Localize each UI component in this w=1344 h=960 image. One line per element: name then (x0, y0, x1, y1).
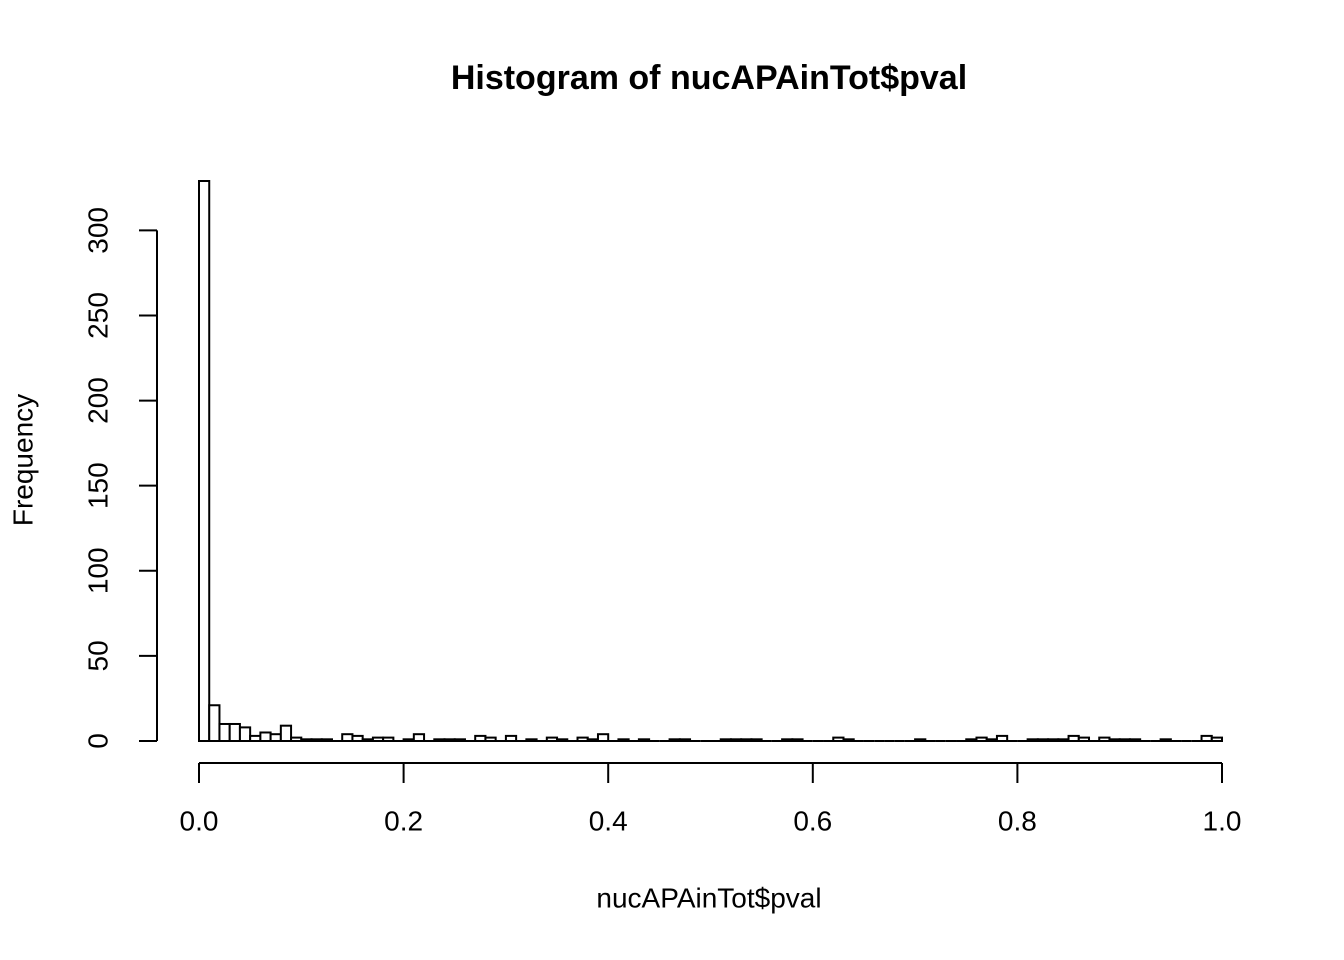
y-tick-label: 100 (82, 547, 113, 594)
bar (228, 722, 241, 742)
bar (504, 734, 518, 742)
bar (269, 733, 282, 742)
bar (586, 738, 599, 742)
y-tick-label: 0 (82, 733, 113, 749)
chart-title: Histogram of nucAPAinTot$pval (451, 59, 967, 97)
bar (975, 736, 988, 743)
bar (719, 738, 732, 742)
bar (1098, 736, 1111, 743)
bar (1026, 738, 1039, 742)
bar (729, 738, 743, 742)
bar (668, 738, 681, 742)
bar (545, 736, 559, 743)
bar (218, 722, 231, 742)
y-tick-label: 50 (82, 640, 113, 671)
bar (371, 736, 385, 743)
bar (249, 734, 262, 742)
x-tick-label: 0.4 (589, 805, 628, 836)
x-tick-label: 0.6 (793, 805, 832, 836)
y-tick-label: 250 (82, 292, 113, 339)
bar (791, 738, 804, 742)
bar (1128, 738, 1142, 742)
bar (1118, 738, 1131, 742)
bar (556, 738, 569, 742)
bar (412, 733, 426, 742)
bar (198, 180, 211, 742)
bar (965, 738, 978, 742)
bar (781, 738, 794, 742)
bar (208, 704, 221, 742)
bar (453, 738, 466, 742)
bar (433, 738, 446, 742)
bar (320, 738, 333, 742)
y-tick-label: 150 (82, 462, 113, 509)
bar (740, 738, 753, 742)
bar (1057, 738, 1070, 742)
bar (617, 738, 630, 742)
bar (596, 733, 610, 742)
bar (985, 738, 998, 742)
bar (341, 733, 354, 742)
y-tick-label: 300 (82, 207, 113, 254)
bar (678, 738, 692, 742)
bar (474, 734, 487, 742)
bar (525, 738, 538, 742)
bar (1077, 736, 1091, 743)
bar (238, 726, 252, 743)
bar (1108, 738, 1121, 742)
y-tick-label: 200 (82, 377, 113, 424)
bar (1047, 738, 1060, 742)
bar (1200, 734, 1213, 742)
bar (576, 736, 589, 743)
x-tick-label: 0.8 (998, 805, 1037, 836)
bar (832, 736, 845, 743)
bar (310, 738, 323, 742)
x-tick-label: 0.0 (180, 805, 219, 836)
bar (300, 738, 313, 742)
bar (842, 738, 855, 742)
y-axis-label: Frequency (7, 394, 38, 526)
bar (1067, 734, 1080, 742)
bar (1210, 736, 1224, 743)
bar (361, 738, 374, 742)
bar (259, 731, 272, 743)
x-tick-label: 0.2 (384, 805, 423, 836)
bar (382, 736, 395, 743)
bar (443, 738, 456, 742)
bar (402, 738, 415, 742)
bar (995, 734, 1009, 742)
bar (1036, 738, 1050, 742)
bar (484, 736, 497, 743)
bar (637, 738, 651, 742)
x-axis-label: nucAPAinTot$pval (596, 882, 821, 913)
bar (1159, 738, 1172, 742)
bar (750, 738, 763, 742)
bar (914, 738, 927, 742)
bar (351, 734, 364, 742)
bar (279, 724, 293, 742)
bar (290, 736, 303, 743)
x-tick-label: 1.0 (1203, 805, 1242, 836)
